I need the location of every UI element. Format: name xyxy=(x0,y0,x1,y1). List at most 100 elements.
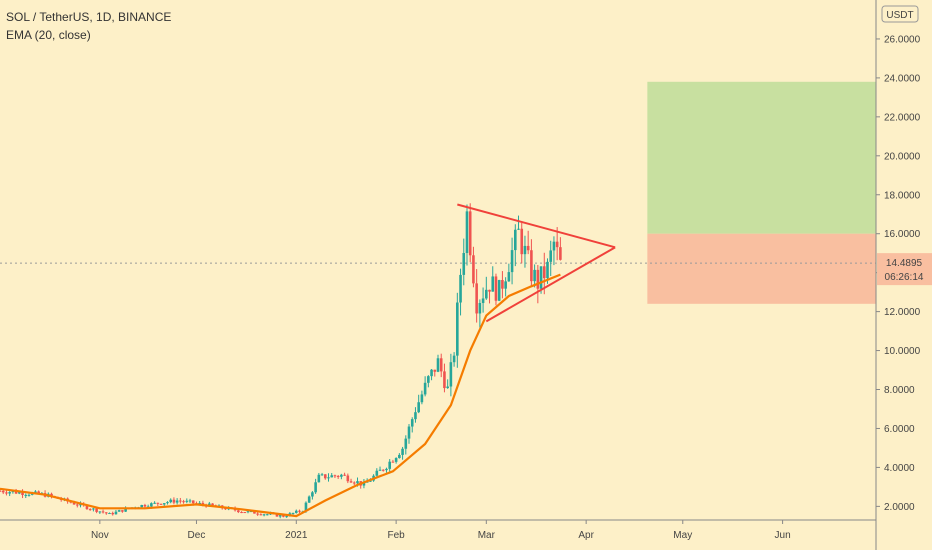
candle-body xyxy=(259,514,263,516)
candle-body xyxy=(21,492,24,496)
candle-body xyxy=(182,501,185,503)
candle-body xyxy=(427,376,430,383)
y-tick-label: 6.0000 xyxy=(884,424,915,435)
candle-body xyxy=(298,510,301,512)
candle-body xyxy=(485,289,488,299)
candle-body xyxy=(311,492,314,497)
candle-body xyxy=(333,475,337,477)
candle-body xyxy=(504,281,507,289)
y-tick-label: 24.0000 xyxy=(884,73,921,84)
candle-body xyxy=(414,412,417,420)
candle-body xyxy=(291,512,295,514)
ema-line xyxy=(0,273,561,518)
candle-body xyxy=(369,480,372,482)
candle-body xyxy=(5,492,8,494)
candle-body xyxy=(488,289,491,292)
candle-body xyxy=(391,461,395,463)
candle-body xyxy=(159,503,163,505)
x-tick-label: Nov xyxy=(91,530,109,541)
candle-body xyxy=(507,272,511,282)
candle-body xyxy=(201,502,205,505)
candle-body xyxy=(304,502,308,512)
x-tick-label: Jun xyxy=(775,530,791,541)
candle-body xyxy=(446,386,449,389)
x-tick-label: May xyxy=(673,530,692,541)
x-tick-label: Apr xyxy=(578,530,594,541)
candle-body xyxy=(552,241,556,251)
candle-body xyxy=(356,481,359,484)
candle-body xyxy=(352,482,356,484)
y-tick-label: 4.0000 xyxy=(884,463,915,474)
candle-body xyxy=(294,510,298,513)
candle-body xyxy=(185,500,189,502)
candle-body xyxy=(8,492,11,494)
candle-body xyxy=(108,512,111,514)
y-tick-label: 8.0000 xyxy=(884,385,915,396)
candle-body xyxy=(340,474,343,477)
candle-body xyxy=(37,491,40,494)
candle-body xyxy=(14,491,18,494)
candle-body xyxy=(378,469,382,471)
last-price-label-bg xyxy=(877,253,932,286)
candle-body xyxy=(124,508,127,512)
candle-body xyxy=(140,504,144,508)
ema-indicator-label[interactable]: EMA (20, close) xyxy=(6,28,91,42)
candle-body xyxy=(346,475,350,482)
triangle-upper-trendline xyxy=(457,203,616,249)
candle-body xyxy=(465,211,469,254)
candle-body xyxy=(513,229,517,251)
candle-body xyxy=(24,494,28,496)
candle-body xyxy=(536,269,540,289)
candle-body xyxy=(27,494,31,496)
candle-body xyxy=(475,283,478,314)
candle-body xyxy=(539,266,543,289)
candle-body xyxy=(327,477,330,479)
candle-body xyxy=(423,382,427,395)
x-tick-label: Feb xyxy=(388,530,406,541)
candle-body xyxy=(523,245,527,255)
symbol-title[interactable]: SOL / TetherUS, 1D, BINANCE xyxy=(6,10,172,24)
candle-body xyxy=(381,469,385,471)
candle-body xyxy=(111,512,115,515)
triangle-lower-trendline xyxy=(485,246,616,323)
candle-body xyxy=(98,511,102,513)
currency-badge: USDT xyxy=(881,5,919,23)
candle-countdown: 06:26:14 xyxy=(885,272,924,283)
candle-body xyxy=(468,211,472,256)
candle-body xyxy=(336,476,340,478)
last-price-label: 14.4895 06:26:14 xyxy=(877,253,932,286)
candle-body xyxy=(320,474,324,476)
candle-body xyxy=(462,253,466,275)
candle-body xyxy=(478,303,482,314)
candle-body xyxy=(117,510,121,512)
candle-body xyxy=(343,474,346,476)
candle-body xyxy=(114,511,118,515)
candle-body xyxy=(104,512,108,514)
candle-body xyxy=(175,500,179,503)
candle-body xyxy=(246,511,250,513)
candle-body xyxy=(410,419,414,427)
candle-body xyxy=(34,491,37,493)
candle-body xyxy=(459,274,462,303)
y-tick-label: 26.0000 xyxy=(884,34,921,45)
candle-body xyxy=(520,228,524,255)
candle-body xyxy=(85,505,89,510)
x-tick-label: Mar xyxy=(478,530,496,541)
candle-body xyxy=(401,448,404,455)
candle-body xyxy=(172,499,176,503)
y-tick-label: 16.0000 xyxy=(884,229,921,240)
candle-body xyxy=(349,481,353,483)
candle-body xyxy=(92,508,95,510)
candle-body xyxy=(143,504,147,507)
target-zone xyxy=(647,81,876,234)
currency-label: USDT xyxy=(886,10,913,21)
candle-body xyxy=(266,514,269,516)
candle-body xyxy=(481,298,485,304)
candle-body xyxy=(526,245,530,251)
candle-body xyxy=(166,502,169,504)
candle-body xyxy=(169,499,172,503)
candle-body xyxy=(517,228,520,230)
candle-body xyxy=(491,276,495,292)
